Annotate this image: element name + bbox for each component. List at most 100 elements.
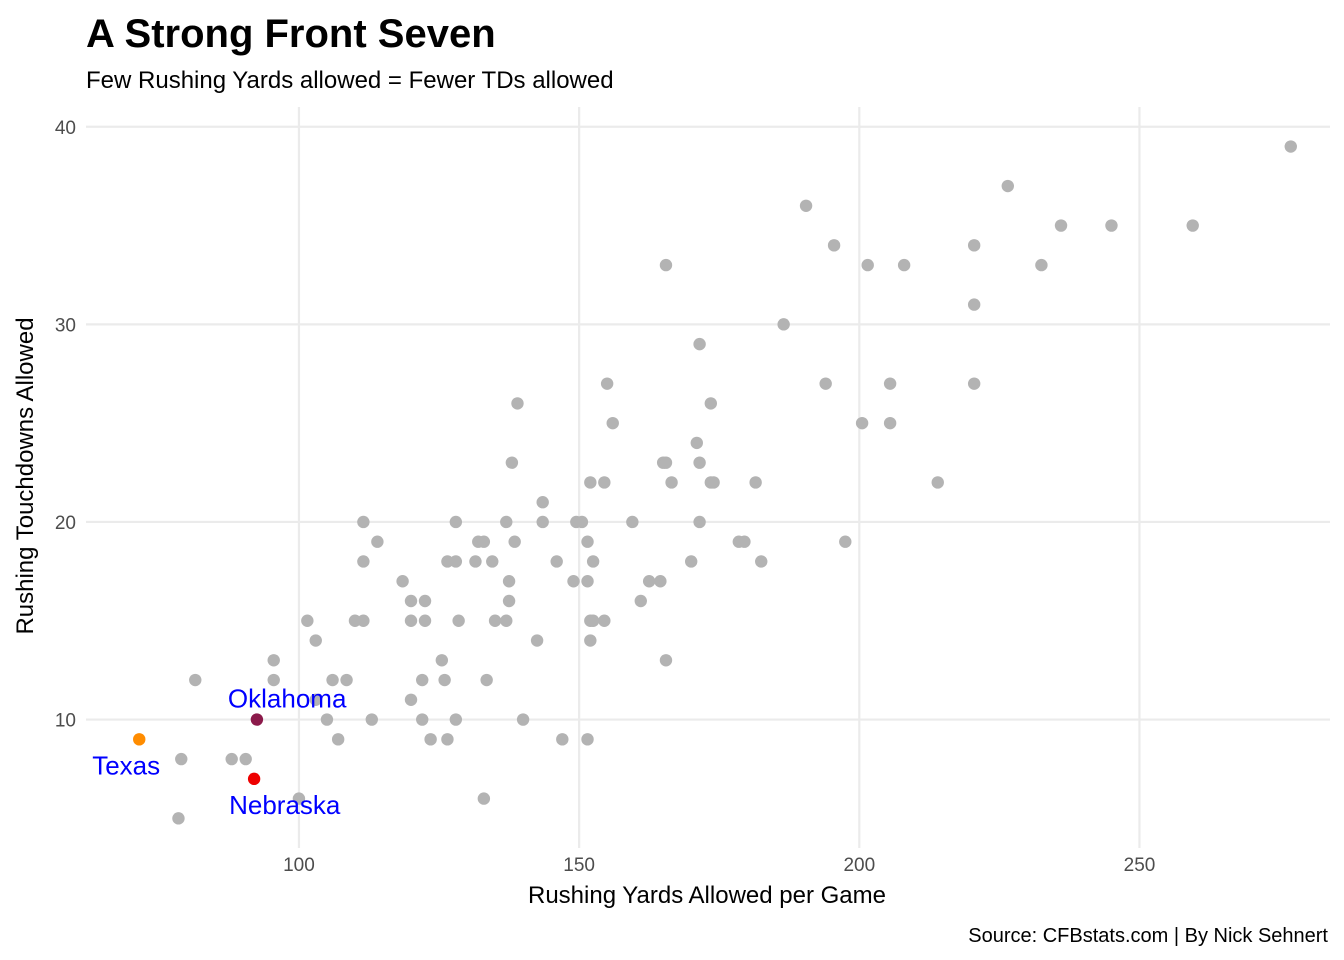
data-point (365, 713, 378, 726)
data-point (404, 614, 418, 627)
highlighted-points: Oklahoma Texas Nebraska (92, 684, 347, 820)
data-point (1105, 219, 1118, 232)
data-point (799, 199, 813, 212)
data-point (320, 713, 334, 726)
data-point (189, 673, 202, 687)
data-point (931, 476, 944, 489)
data-point (536, 515, 549, 529)
data-point (606, 416, 619, 430)
data-point (396, 575, 409, 588)
data-point (1284, 140, 1297, 153)
x-axis-label: Rushing Yards Allowed per Game (528, 882, 886, 909)
data-point (239, 752, 252, 766)
data-point (477, 792, 491, 805)
data-point (511, 397, 524, 410)
data-point (267, 654, 280, 667)
data-point (449, 515, 463, 529)
data-point (418, 614, 432, 627)
y-tick-label: 30 (55, 315, 76, 336)
data-point (416, 713, 429, 726)
data-point (693, 337, 706, 351)
data-point (659, 654, 673, 667)
data-point (586, 555, 600, 568)
data-point (693, 456, 706, 469)
data-point (659, 258, 673, 272)
data-point (449, 555, 463, 568)
data-point (309, 634, 322, 647)
data-point (301, 614, 314, 627)
data-point (598, 476, 611, 489)
data-point (1054, 219, 1068, 232)
data-point (1186, 219, 1199, 232)
y-axis-label: Rushing Touchdowns Allowed (12, 317, 39, 634)
highlighted-point (250, 713, 264, 726)
data-points (172, 140, 1297, 825)
data-point (654, 575, 667, 588)
data-point (340, 673, 353, 687)
data-point (357, 614, 370, 627)
data-point (441, 733, 454, 746)
data-point (586, 614, 600, 627)
data-point (172, 812, 185, 825)
data-point (424, 733, 437, 746)
data-point (1035, 258, 1048, 272)
data-point (435, 654, 449, 667)
x-tick-label: 150 (563, 855, 595, 876)
data-point (550, 555, 563, 568)
data-point (567, 575, 580, 588)
data-point (600, 377, 614, 390)
data-point (707, 476, 720, 489)
data-point (581, 733, 594, 746)
data-point (516, 713, 530, 726)
y-tick-label: 40 (55, 118, 76, 139)
data-point (404, 693, 418, 706)
x-axis-ticks: 100 150 200 250 (283, 855, 1155, 876)
data-point (267, 673, 280, 687)
data-point (488, 614, 502, 627)
data-point (331, 733, 345, 746)
data-point (530, 634, 544, 647)
data-point (665, 476, 678, 489)
data-point (749, 476, 762, 489)
data-point (598, 614, 611, 627)
data-point (755, 555, 768, 568)
chart-subtitle: Few Rushing Yards allowed = Fewer TDs al… (86, 67, 614, 94)
data-point (438, 673, 451, 687)
x-tick-label: 200 (843, 855, 875, 876)
data-point (418, 594, 432, 608)
data-point (357, 555, 370, 568)
data-point (584, 476, 597, 489)
data-point (357, 515, 370, 529)
data-point (581, 575, 594, 588)
data-point (704, 397, 718, 410)
data-point (693, 515, 706, 529)
data-point (225, 752, 238, 766)
data-point (581, 535, 594, 548)
data-point (690, 436, 703, 450)
chart-caption: Source: CFBstats.com | By Nick Sehnert (968, 925, 1328, 947)
data-point (371, 535, 384, 548)
data-point (500, 515, 513, 529)
data-point (897, 258, 911, 272)
data-point (575, 515, 589, 529)
data-point (684, 555, 698, 568)
data-point (839, 535, 852, 548)
data-point (502, 575, 516, 588)
data-point (469, 555, 482, 568)
y-axis-ticks: 10 20 30 40 (55, 118, 76, 732)
x-tick-label: 250 (1124, 855, 1156, 876)
data-point (827, 239, 841, 252)
data-point (449, 713, 463, 726)
data-point (642, 575, 656, 588)
data-point (556, 733, 569, 746)
highlighted-point (247, 772, 261, 786)
y-tick-label: 10 (55, 711, 76, 732)
highlighted-point (133, 733, 146, 746)
data-point (967, 377, 981, 390)
data-point (861, 258, 874, 272)
data-point (486, 555, 499, 568)
data-point (452, 614, 465, 627)
data-point (309, 693, 322, 706)
data-point (536, 496, 549, 509)
